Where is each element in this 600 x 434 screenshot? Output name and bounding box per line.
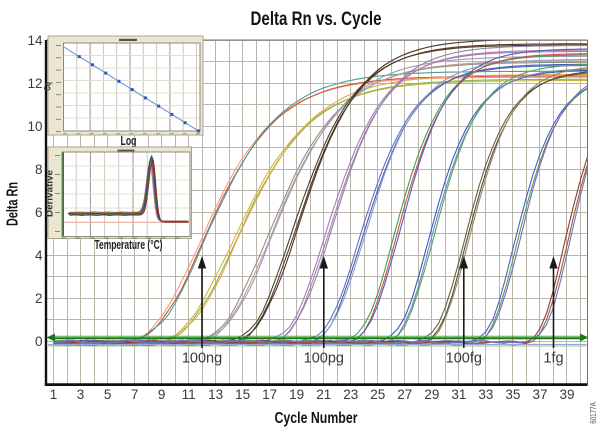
svg-text:35: 35 xyxy=(505,387,520,402)
svg-text:21: 21 xyxy=(316,387,331,402)
svg-text:100fg: 100fg xyxy=(446,351,482,367)
svg-text:29: 29 xyxy=(424,387,439,402)
svg-text:3: 3 xyxy=(77,387,85,402)
svg-text:25: 25 xyxy=(370,387,385,402)
svg-text:60177A: 60177A xyxy=(588,402,598,424)
svg-text:10: 10 xyxy=(27,119,42,134)
svg-text:12: 12 xyxy=(27,76,42,91)
svg-text:0: 0 xyxy=(35,334,43,349)
svg-text:14: 14 xyxy=(27,33,43,48)
svg-text:17: 17 xyxy=(262,387,277,402)
svg-text:11: 11 xyxy=(182,387,196,402)
svg-text:Temperature (°C): Temperature (°C) xyxy=(95,238,163,252)
svg-text:1fg: 1fg xyxy=(543,351,563,367)
svg-text:31: 31 xyxy=(451,387,466,402)
svg-text:8: 8 xyxy=(35,162,43,177)
svg-text:13: 13 xyxy=(208,387,223,402)
svg-text:15: 15 xyxy=(235,387,250,402)
svg-text:2: 2 xyxy=(35,291,43,306)
svg-text:Log: Log xyxy=(121,134,137,148)
svg-text:39: 39 xyxy=(559,387,574,402)
svg-text:Delta Rn vs. Cycle: Delta Rn vs. Cycle xyxy=(251,9,382,30)
svg-text:100pg: 100pg xyxy=(304,351,344,367)
svg-text:33: 33 xyxy=(478,387,493,402)
svg-text:9: 9 xyxy=(158,387,166,402)
svg-text:100ng: 100ng xyxy=(182,351,222,367)
svg-text:4: 4 xyxy=(35,248,43,263)
svg-text:Cycle Number: Cycle Number xyxy=(275,410,358,427)
svg-text:7: 7 xyxy=(131,387,139,402)
svg-text:6: 6 xyxy=(35,205,43,220)
svg-text:5: 5 xyxy=(104,387,112,402)
svg-text:1: 1 xyxy=(50,387,58,402)
svg-text:Cq: Cq xyxy=(43,82,53,91)
svg-text:23: 23 xyxy=(343,387,358,402)
svg-text:27: 27 xyxy=(397,387,412,402)
svg-text:19: 19 xyxy=(289,387,304,402)
svg-text:37: 37 xyxy=(532,387,547,402)
svg-text:Derivative: Derivative xyxy=(45,170,56,217)
svg-text:Delta Rn: Delta Rn xyxy=(5,182,22,226)
